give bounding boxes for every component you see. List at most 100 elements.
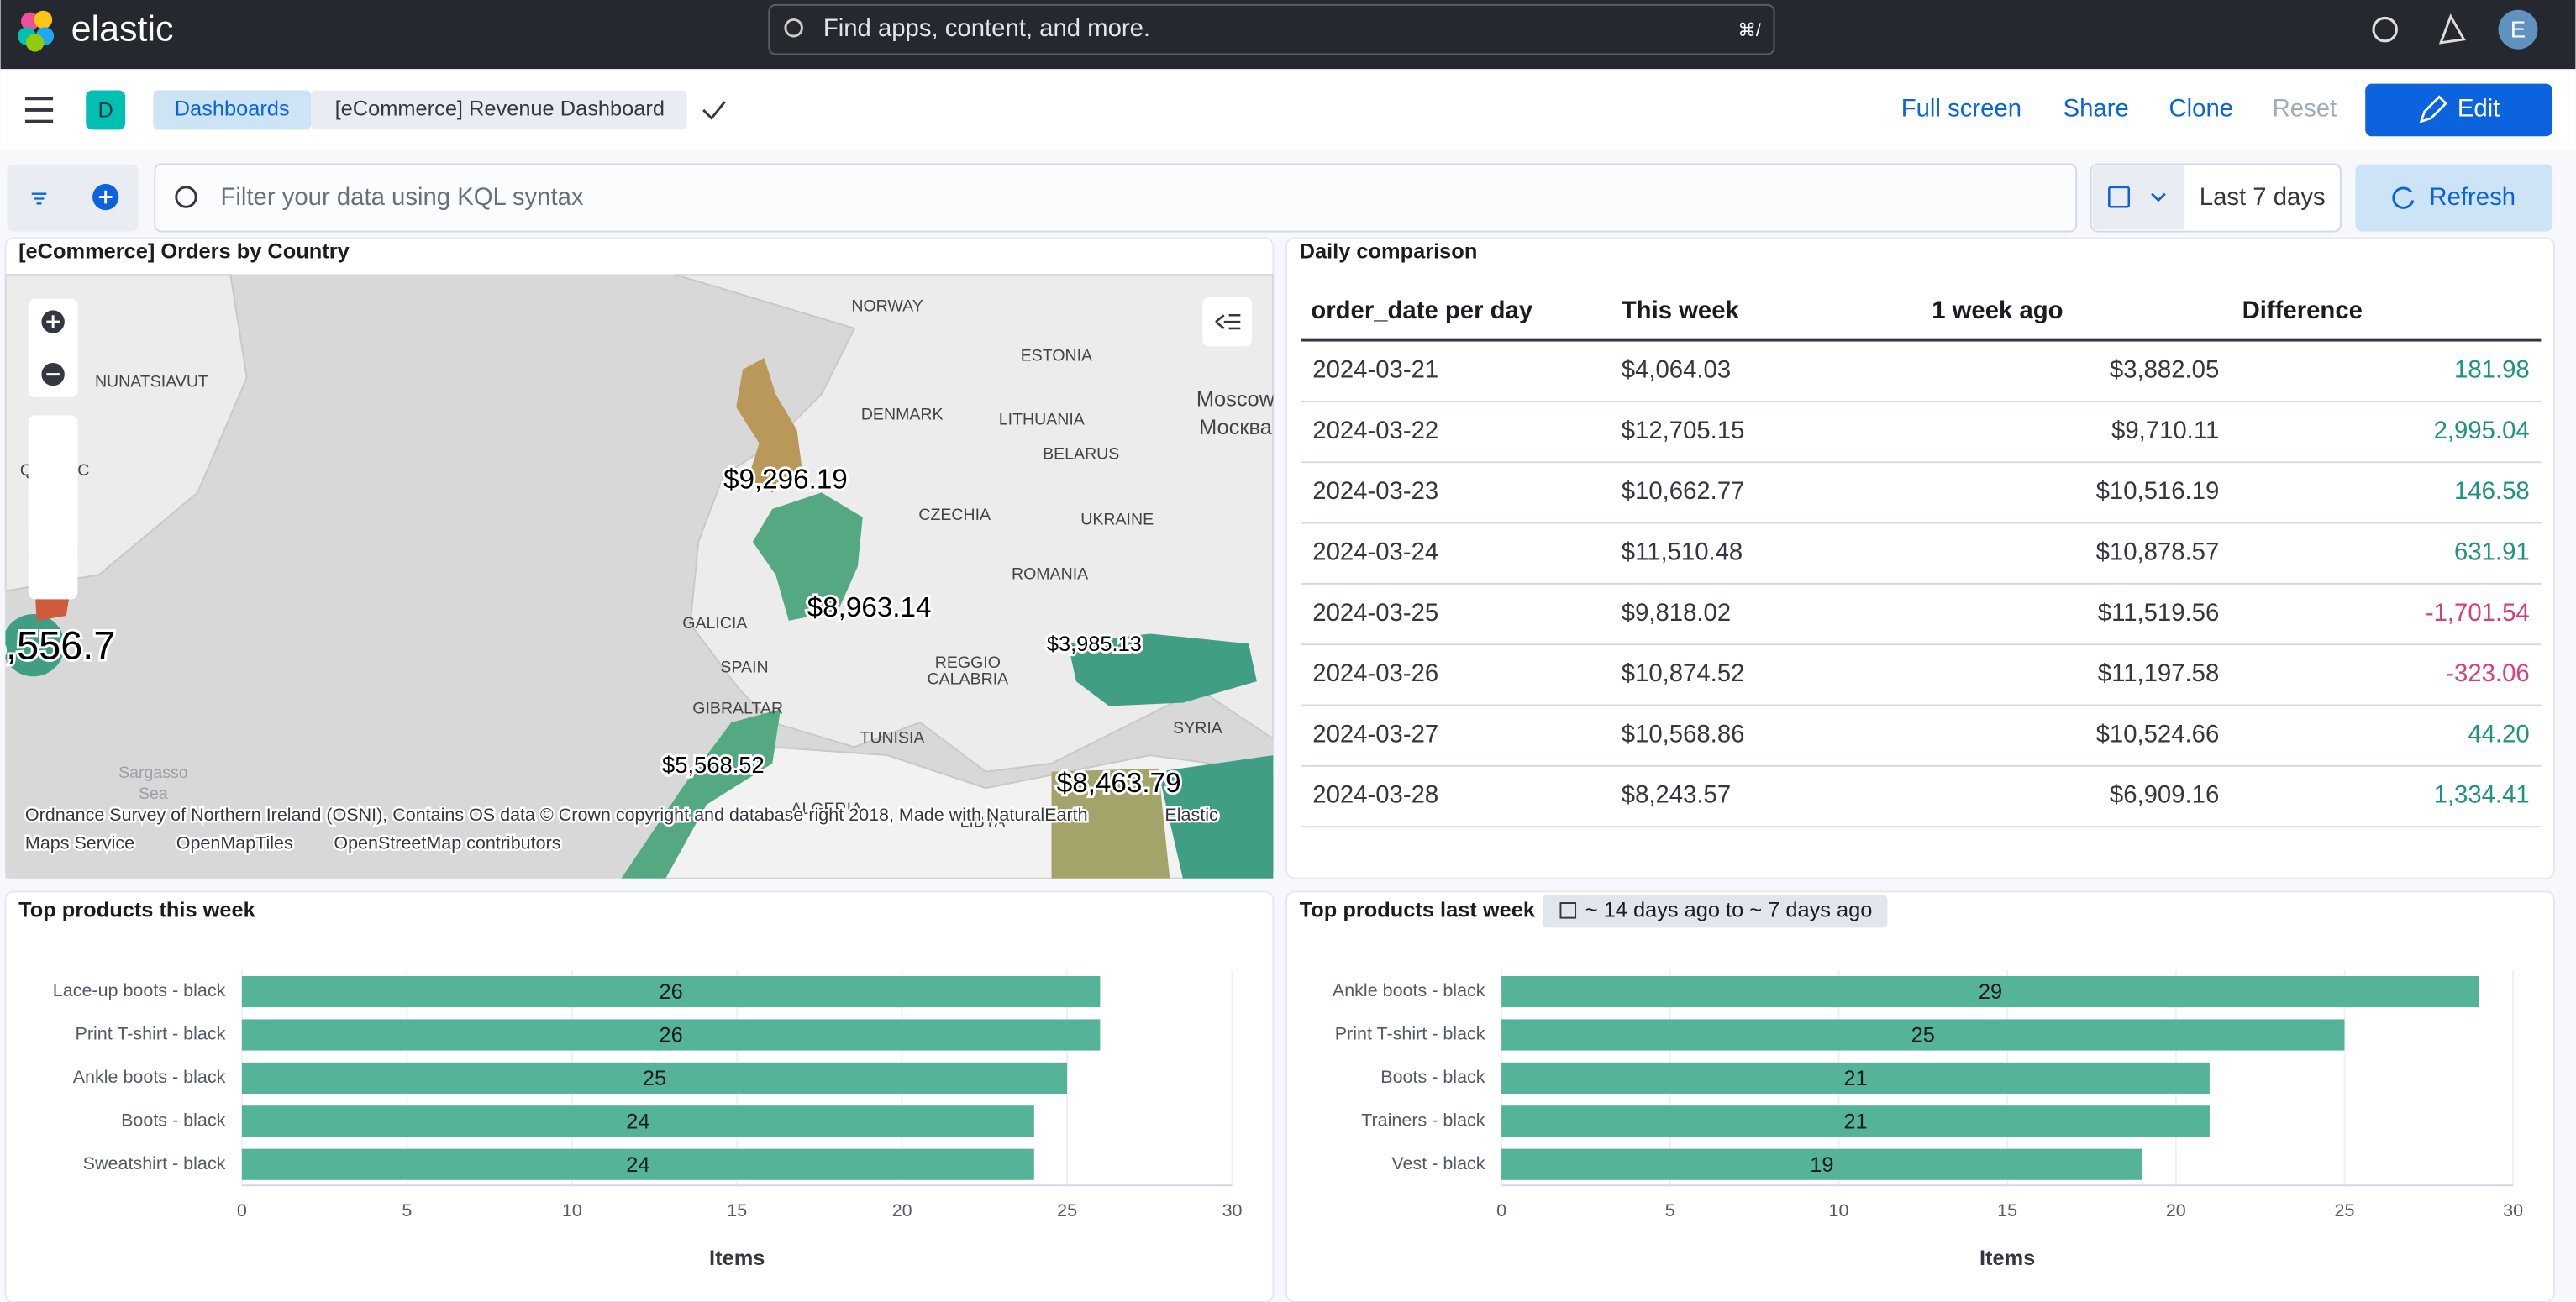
cell: $10,874.52 [1622, 659, 1745, 687]
cell: $3,882.05 [2110, 355, 2219, 383]
cell: -323.06 [2446, 659, 2529, 687]
map-controls[interactable] [28, 298, 78, 398]
map-value: $3,985.13 [1047, 633, 1142, 656]
map-label: CZECHIA [918, 506, 991, 524]
menu-line [24, 97, 54, 101]
panel [1285, 890, 2555, 1302]
column-header: Difference [2242, 297, 2363, 324]
bar-value: 24 [626, 1110, 649, 1133]
cell: 2024-03-24 [1312, 538, 1438, 565]
cell: $10,878.57 [2096, 538, 2220, 565]
nav-action[interactable]: Reset [2273, 95, 2337, 123]
avatar[interactable] [2498, 9, 2538, 50]
panel-title: Top products this week [18, 899, 256, 922]
y-tick-label: Print T-shirt - black [1335, 1024, 1485, 1044]
column-header: 1 week ago [1932, 297, 2063, 324]
news-icon[interactable] [2438, 13, 2466, 45]
map-tool[interactable] [28, 482, 78, 533]
refresh-button[interactable] [2355, 164, 2553, 232]
header-rule [1301, 338, 2542, 342]
query-input[interactable] [154, 163, 2078, 233]
attribution: Elastic [1164, 805, 1218, 825]
cell: $11,519.56 [2098, 599, 2219, 627]
map-label: ALGERIA [791, 800, 862, 818]
logo-dot [21, 12, 39, 31]
search-icon [175, 186, 197, 208]
map-label: TUNISIA [860, 729, 924, 748]
map-label: Sargasso [118, 764, 188, 782]
panel-title: [eCommerce] Orders by Country [18, 240, 350, 264]
logo-dot [25, 34, 45, 52]
map: NORWAY ESTONIA DENMARK LITHUANIA BELARUS CZEC… [5, 274, 1275, 879]
map-label: LITHUANIA [999, 411, 1085, 429]
row-rule [1301, 643, 2542, 646]
x-tick-label: 30 [2503, 1200, 2523, 1221]
edit-label: Edit [2458, 95, 2500, 123]
logo-dot [34, 10, 53, 29]
edit-button[interactable] [2365, 83, 2553, 137]
map-label: ROMANIA [1012, 564, 1088, 583]
breadcrumb: Dashboards [175, 97, 290, 121]
help-icon[interactable] [2372, 16, 2398, 43]
bar [241, 1019, 1101, 1051]
bar [1501, 1105, 2210, 1137]
morocco [621, 709, 781, 879]
x-tick-label: 0 [1496, 1200, 1506, 1221]
menu-line [24, 119, 54, 123]
x-tick-label: 5 [1665, 1200, 1675, 1221]
time-badge [1542, 895, 1888, 928]
date-quick [2092, 165, 2185, 230]
cluster [5, 614, 65, 677]
egypt [1051, 768, 1170, 879]
layer-icon [1215, 314, 1241, 330]
bar [241, 1105, 1034, 1137]
filter-button[interactable] [7, 164, 139, 232]
cell: -1,701.54 [2426, 599, 2530, 627]
row-rule [1301, 764, 2542, 767]
map-label: NORWAY [851, 297, 923, 316]
bar [1501, 1148, 2142, 1180]
cell: 1,334.41 [2434, 781, 2530, 809]
bar-value: 26 [660, 980, 683, 1004]
map-tool[interactable] [28, 549, 78, 600]
cell: 2024-03-22 [1312, 417, 1438, 444]
x-tick-label: 25 [1057, 1200, 1077, 1221]
column-header: This week [1622, 297, 1740, 324]
nav-action[interactable]: Clone [2169, 95, 2233, 123]
map-value: $8,963.14 [807, 592, 932, 623]
nav-action[interactable]: Share [2063, 95, 2129, 123]
cell: 2024-03-23 [1312, 477, 1438, 505]
x-tick-label: 20 [2166, 1200, 2186, 1221]
plus [98, 190, 113, 204]
cell: $6,909.16 [2110, 781, 2219, 809]
row-rule [1301, 400, 2542, 402]
global-search[interactable] [768, 3, 1775, 55]
filter-icon [31, 192, 47, 205]
nav-action[interactable]: Full screen [1901, 95, 2021, 123]
map-label: DENMARK [861, 406, 944, 424]
cell: 181.98 [2454, 355, 2530, 383]
cell: $4,064.03 [1622, 355, 1731, 383]
map-value: $8,463.79 [1057, 768, 1181, 799]
x-tick-label: 25 [2335, 1200, 2355, 1221]
space-badge[interactable] [86, 90, 126, 130]
bar-value: 21 [1843, 1067, 1867, 1090]
x-axis-label: Items [709, 1247, 765, 1270]
bar-value: 19 [1810, 1153, 1833, 1177]
menu-line [24, 108, 54, 112]
map-label: Moscow [1196, 388, 1275, 412]
map-label: NUNATSIAVUT [95, 373, 208, 391]
cell: 2024-03-28 [1312, 781, 1438, 809]
bar-value: 25 [1911, 1024, 1935, 1047]
row-rule [1301, 522, 2542, 524]
map-label: GIBRALTAR [692, 700, 783, 718]
bar [1501, 1019, 2345, 1051]
bar [241, 976, 1101, 1008]
map-label: BELARUS [1043, 445, 1119, 464]
y-tick-label: Print T-shirt - black [76, 1024, 226, 1044]
cell: $11,197.58 [2098, 659, 2219, 687]
cell: 2024-03-26 [1312, 659, 1438, 687]
search-icon [784, 18, 803, 38]
breadcrumb-bg[interactable] [153, 90, 312, 130]
cell: $10,662.77 [1622, 477, 1745, 505]
